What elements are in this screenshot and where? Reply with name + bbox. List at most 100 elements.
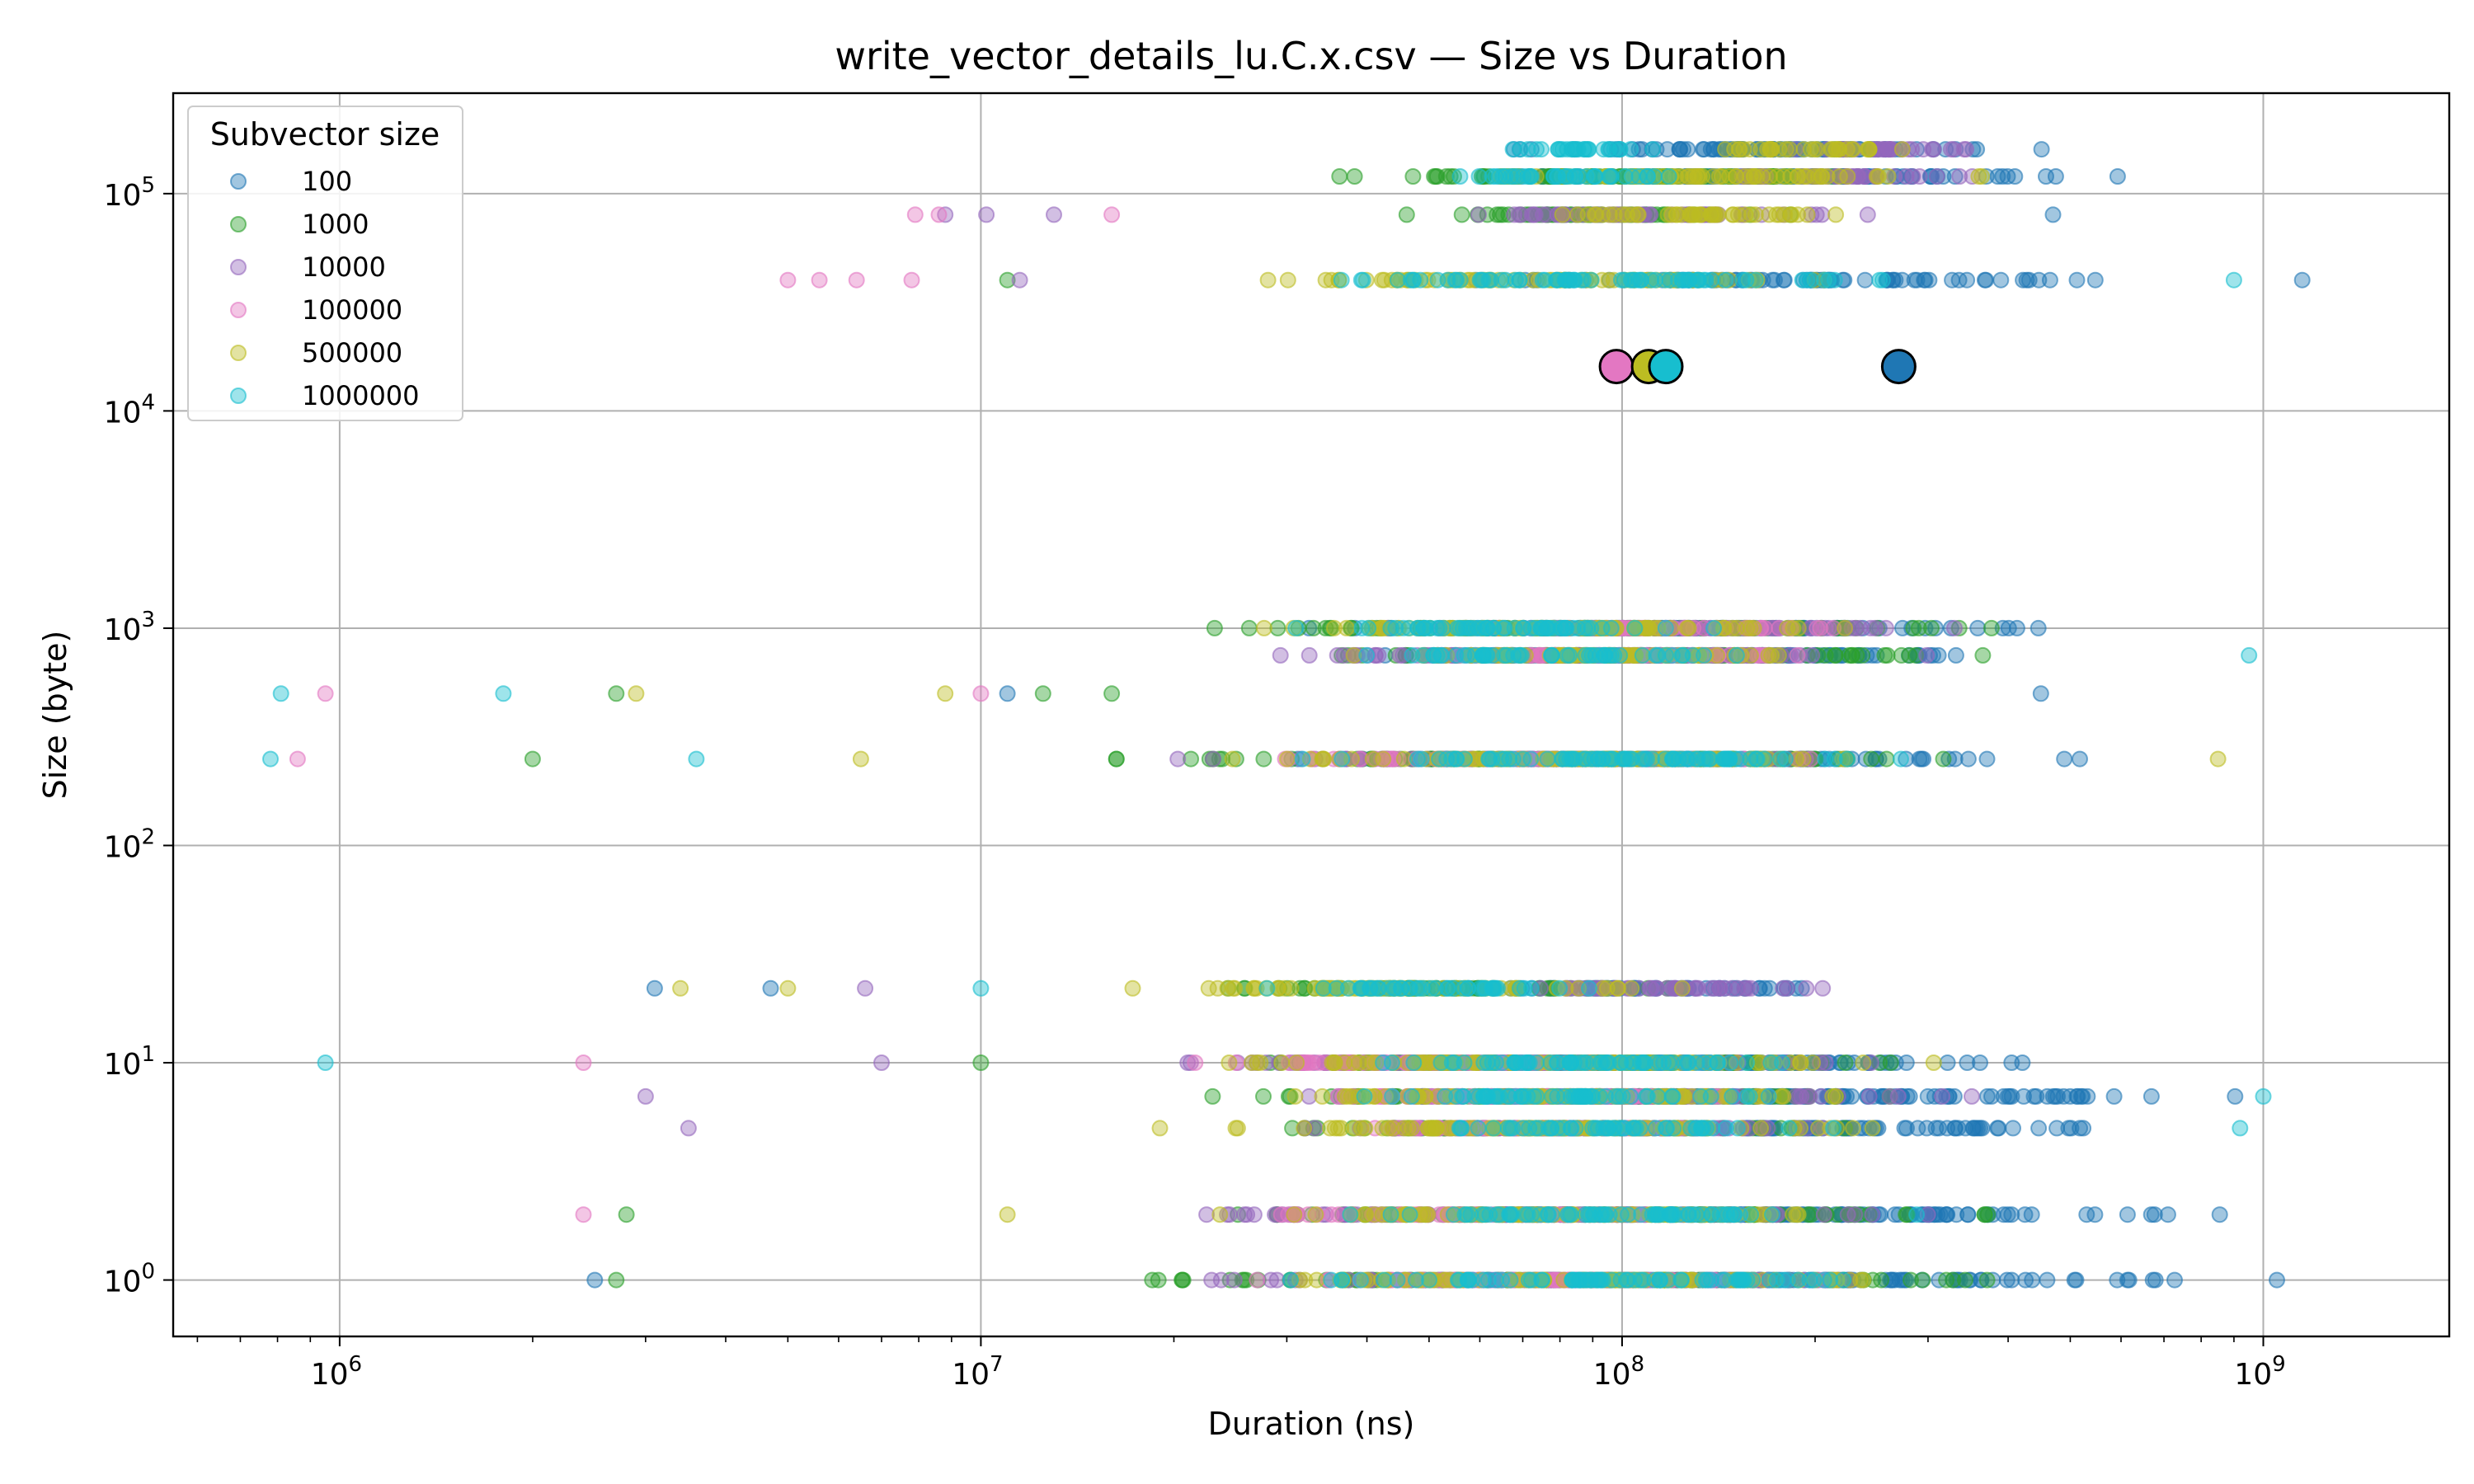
data-point: [1514, 750, 1531, 768]
data-point: [1404, 271, 1422, 289]
data-point: [1756, 979, 1773, 997]
data-point: [1785, 1206, 1801, 1223]
data-point: [1673, 979, 1691, 997]
data-point: [2039, 1271, 2056, 1289]
data-point: [1728, 750, 1745, 768]
data-point: [1983, 1087, 2000, 1105]
data-point: [1554, 206, 1571, 223]
data-point: [1337, 1087, 1353, 1105]
data-point: [1221, 1054, 1238, 1071]
data-point: [1646, 168, 1663, 185]
data-point: [1103, 685, 1121, 702]
data-point: [1300, 646, 1318, 664]
data-point: [1999, 1087, 2016, 1105]
series-500000: [628, 141, 2227, 1289]
data-point: [999, 1206, 1016, 1223]
data-point: [1860, 141, 1878, 158]
data-point: [1928, 168, 1945, 185]
data-point: [1779, 979, 1796, 997]
data-point: [2028, 1087, 2045, 1105]
data-point: [1717, 271, 1734, 289]
data-point: [1761, 141, 1779, 158]
data-point: [1224, 750, 1241, 768]
data-point: [1864, 1120, 1881, 1137]
data-point: [1288, 1054, 1305, 1071]
data-point: [1959, 1054, 1976, 1071]
data-point: [2078, 1206, 2095, 1223]
data-point: [1592, 646, 1609, 664]
data-point: [1982, 619, 2000, 636]
data-point: [637, 1087, 654, 1105]
data-point: [1583, 619, 1600, 636]
data-point: [618, 1206, 635, 1223]
data-point: [1360, 619, 1377, 636]
data-point: [1710, 168, 1728, 185]
data-point: [2209, 750, 2227, 768]
data-point: [1658, 646, 1674, 664]
data-point: [1845, 1120, 1861, 1137]
data-point: [1346, 1120, 1363, 1137]
data-point: [1978, 1271, 1996, 1289]
data-point: [1634, 750, 1651, 768]
data-point: [1918, 646, 1935, 664]
data-point: [1294, 750, 1311, 768]
data-point: [1776, 750, 1794, 768]
data-point: [1512, 646, 1529, 664]
data-point: [2003, 1206, 2020, 1223]
data-point: [1959, 1206, 1977, 1223]
data-point: [1776, 271, 1793, 289]
data-point: [2030, 1120, 2048, 1137]
data-point: [1358, 646, 1376, 664]
data-point: [1331, 168, 1348, 185]
data-point: [1338, 619, 1355, 636]
data-point: [1859, 206, 1876, 223]
data-point: [1827, 206, 1845, 223]
data-point: [1427, 168, 1445, 185]
data-point: [1865, 1087, 1883, 1105]
data-point: [2109, 168, 2126, 185]
data-point: [1496, 619, 1513, 636]
data-point: [2227, 1087, 2244, 1105]
data-point: [1462, 619, 1479, 636]
data-point: [1839, 1206, 1856, 1223]
data-point: [1422, 619, 1439, 636]
data-point: [2119, 1271, 2136, 1289]
data-point: [1206, 619, 1223, 636]
data-point: [1286, 1087, 1304, 1105]
data-point: [586, 1271, 604, 1289]
data-point: [1898, 1054, 1915, 1071]
data-point: [1790, 619, 1807, 636]
data-point: [1824, 1087, 1841, 1105]
data-point: [1225, 1271, 1243, 1289]
data-point: [1863, 750, 1880, 768]
data-point: [903, 271, 920, 289]
data-point: [1124, 979, 1141, 997]
data-point: [1874, 271, 1891, 289]
data-point: [1611, 646, 1629, 664]
data-point: [779, 979, 797, 997]
data-point: [1263, 1271, 1280, 1289]
data-point: [1763, 646, 1780, 664]
data-point: [1333, 750, 1351, 768]
data-point: [1752, 1120, 1770, 1137]
data-point: [1269, 619, 1286, 636]
data-point: [1626, 619, 1644, 636]
data-point: [289, 750, 306, 768]
data-point: [2079, 1087, 2096, 1105]
data-point: [1618, 750, 1635, 768]
data-point: [1456, 750, 1473, 768]
data-point: [1374, 1120, 1391, 1137]
data-point: [762, 979, 779, 997]
data-point: [1398, 206, 1415, 223]
data-point: [1974, 646, 1992, 664]
data-point: [2056, 750, 2073, 768]
data-point: [1972, 1054, 1988, 1071]
data-point: [1364, 750, 1381, 768]
data-point: [1551, 979, 1569, 997]
data-point: [1011, 271, 1028, 289]
data-point: [1925, 1054, 1942, 1071]
data-point: [1935, 168, 1952, 185]
data-point: [1644, 141, 1662, 158]
data-point: [1187, 1054, 1204, 1071]
